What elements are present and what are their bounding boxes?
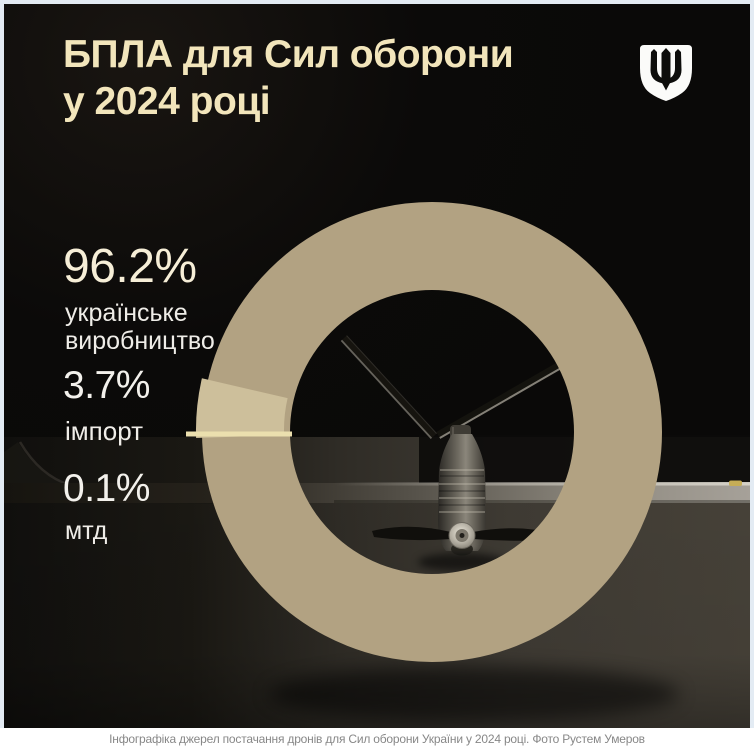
donut-chart (186, 202, 662, 662)
caption-bar: Інфографіка джерел постачання дронів для… (0, 728, 754, 750)
donut-chart-scene (4, 4, 750, 728)
title-line-2: у 2024 році (63, 80, 271, 123)
stat-label: українське виробництво (65, 299, 215, 355)
stat-import: 3.7% імпорт (63, 364, 150, 447)
stat-value: 96.2% (63, 240, 197, 293)
title-line-1: БПЛА для Сил оборони (63, 33, 514, 76)
donut-exploded-slice-import (195, 378, 288, 438)
stat-mtd: 0.1% мтд (63, 467, 150, 546)
infographic-title: БПЛА для Сил оборони у 2024 році (63, 31, 514, 125)
drone-fuselage (438, 425, 486, 551)
caption-text: Інфографіка джерел постачання дронів для… (109, 732, 645, 746)
drone-v-tail (340, 335, 578, 440)
stat-label: імпорт (65, 415, 143, 446)
trident-shield-icon (640, 45, 692, 101)
stat-label: мтд (65, 516, 108, 545)
callout-line (186, 431, 292, 437)
stat-value: 0.1% (63, 467, 150, 510)
stat-ukrainian-production: 96.2% українське виробництво (63, 240, 215, 355)
stat-value: 3.7% (63, 364, 150, 407)
wingtip-marking (729, 480, 742, 486)
ground-shadow (269, 667, 679, 721)
infographic: БПЛА для Сил оборони у 2024 році 96.2% у… (4, 4, 750, 728)
